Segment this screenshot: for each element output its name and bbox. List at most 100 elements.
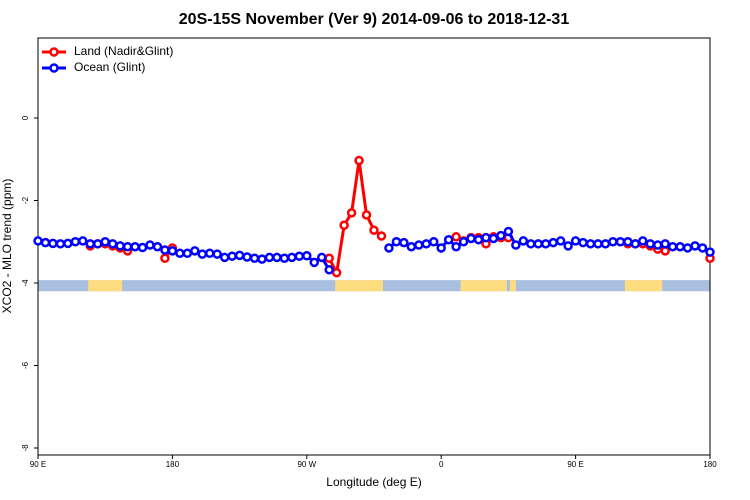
data-point xyxy=(294,251,305,261)
data-point xyxy=(369,225,379,235)
data-point xyxy=(40,237,51,248)
data-point xyxy=(682,243,693,253)
data-point xyxy=(346,208,357,218)
data-point xyxy=(638,236,648,246)
data-point xyxy=(608,237,618,247)
data-point xyxy=(219,252,230,263)
legend-label: Ocean (Glint) xyxy=(74,60,145,74)
series-line xyxy=(37,229,711,271)
land-strip xyxy=(624,280,663,292)
plot-frame xyxy=(37,37,711,456)
x-tick-label: 180 xyxy=(703,460,717,469)
data-point xyxy=(451,232,461,242)
data-point xyxy=(249,253,260,264)
x-axis-label: Longitude (deg E) xyxy=(326,475,421,489)
legend-marker xyxy=(49,63,59,73)
data-point xyxy=(145,240,155,250)
data-point xyxy=(227,251,237,261)
data-point xyxy=(436,243,446,253)
data-point xyxy=(406,241,417,252)
data-point xyxy=(600,239,611,249)
data-point xyxy=(48,238,58,249)
data-point xyxy=(585,239,596,249)
data-point xyxy=(130,241,140,252)
x-tick-label: 90 W xyxy=(297,460,316,469)
data-point xyxy=(503,226,514,237)
data-point xyxy=(85,239,96,249)
data-point xyxy=(212,249,222,259)
data-point xyxy=(563,241,573,251)
y-tick-label: 0 xyxy=(21,115,30,120)
data-point xyxy=(518,236,529,246)
data-point xyxy=(555,236,566,246)
x-tick-label: 90 E xyxy=(30,460,46,469)
data-point xyxy=(496,230,506,241)
data-point xyxy=(399,237,409,248)
data-point xyxy=(78,236,88,246)
data-point xyxy=(414,240,424,250)
data-point xyxy=(511,240,521,250)
data-point xyxy=(361,210,372,220)
data-point xyxy=(204,248,215,259)
legend-label: Land (Nadir&Glint) xyxy=(74,44,173,58)
data-point xyxy=(100,237,110,247)
data-point xyxy=(473,234,484,245)
y-tick-label: -2 xyxy=(21,196,30,204)
legend-marker xyxy=(49,47,59,57)
data-point xyxy=(384,243,394,253)
data-point xyxy=(391,237,402,247)
data-point xyxy=(675,241,685,252)
data-point xyxy=(630,239,641,249)
data-point xyxy=(55,239,66,249)
data-point xyxy=(287,252,297,263)
data-point xyxy=(309,257,320,268)
data-point xyxy=(570,236,581,246)
data-point xyxy=(652,240,663,250)
data-point xyxy=(548,237,558,248)
data-point xyxy=(197,249,208,259)
data-point xyxy=(660,239,670,249)
data-point xyxy=(92,239,103,249)
data-point xyxy=(279,253,290,264)
data-point xyxy=(354,155,364,166)
data-point xyxy=(122,241,133,252)
data-point xyxy=(324,265,334,275)
y-tick-label: -6 xyxy=(21,361,30,369)
x-tick-label: 90 E xyxy=(567,460,583,469)
data-point xyxy=(623,237,633,247)
data-point xyxy=(645,239,656,249)
y-axis-label: XCO2 - MLO trend (ppm) xyxy=(0,179,14,314)
data-point xyxy=(421,239,432,249)
data-point xyxy=(667,241,678,252)
data-point xyxy=(264,252,275,263)
land-strip xyxy=(88,280,123,292)
data-point xyxy=(167,246,178,256)
data-point xyxy=(257,254,267,264)
data-point xyxy=(160,253,170,264)
data-point xyxy=(705,247,715,257)
land-strip xyxy=(460,280,507,292)
data-point xyxy=(533,239,544,249)
data-point xyxy=(182,248,193,259)
data-point xyxy=(70,237,81,247)
data-point xyxy=(115,241,125,251)
x-tick-label: 180 xyxy=(166,460,180,469)
chart-title: 20S-15S November (Ver 9) 2014-09-06 to 2… xyxy=(179,11,570,28)
data-point xyxy=(615,237,626,247)
data-point xyxy=(593,239,603,249)
data-point xyxy=(578,237,588,248)
data-point xyxy=(690,241,700,251)
land-strip xyxy=(509,280,516,292)
data-point xyxy=(234,250,245,261)
data-point xyxy=(33,236,43,246)
data-point xyxy=(697,243,708,253)
data-point xyxy=(458,237,469,247)
data-point xyxy=(428,237,439,247)
data-point xyxy=(137,242,148,253)
data-point xyxy=(107,239,118,249)
data-point xyxy=(488,233,499,244)
y-tick-label: -8 xyxy=(21,444,30,452)
data-point xyxy=(451,241,461,252)
data-point xyxy=(339,220,349,231)
